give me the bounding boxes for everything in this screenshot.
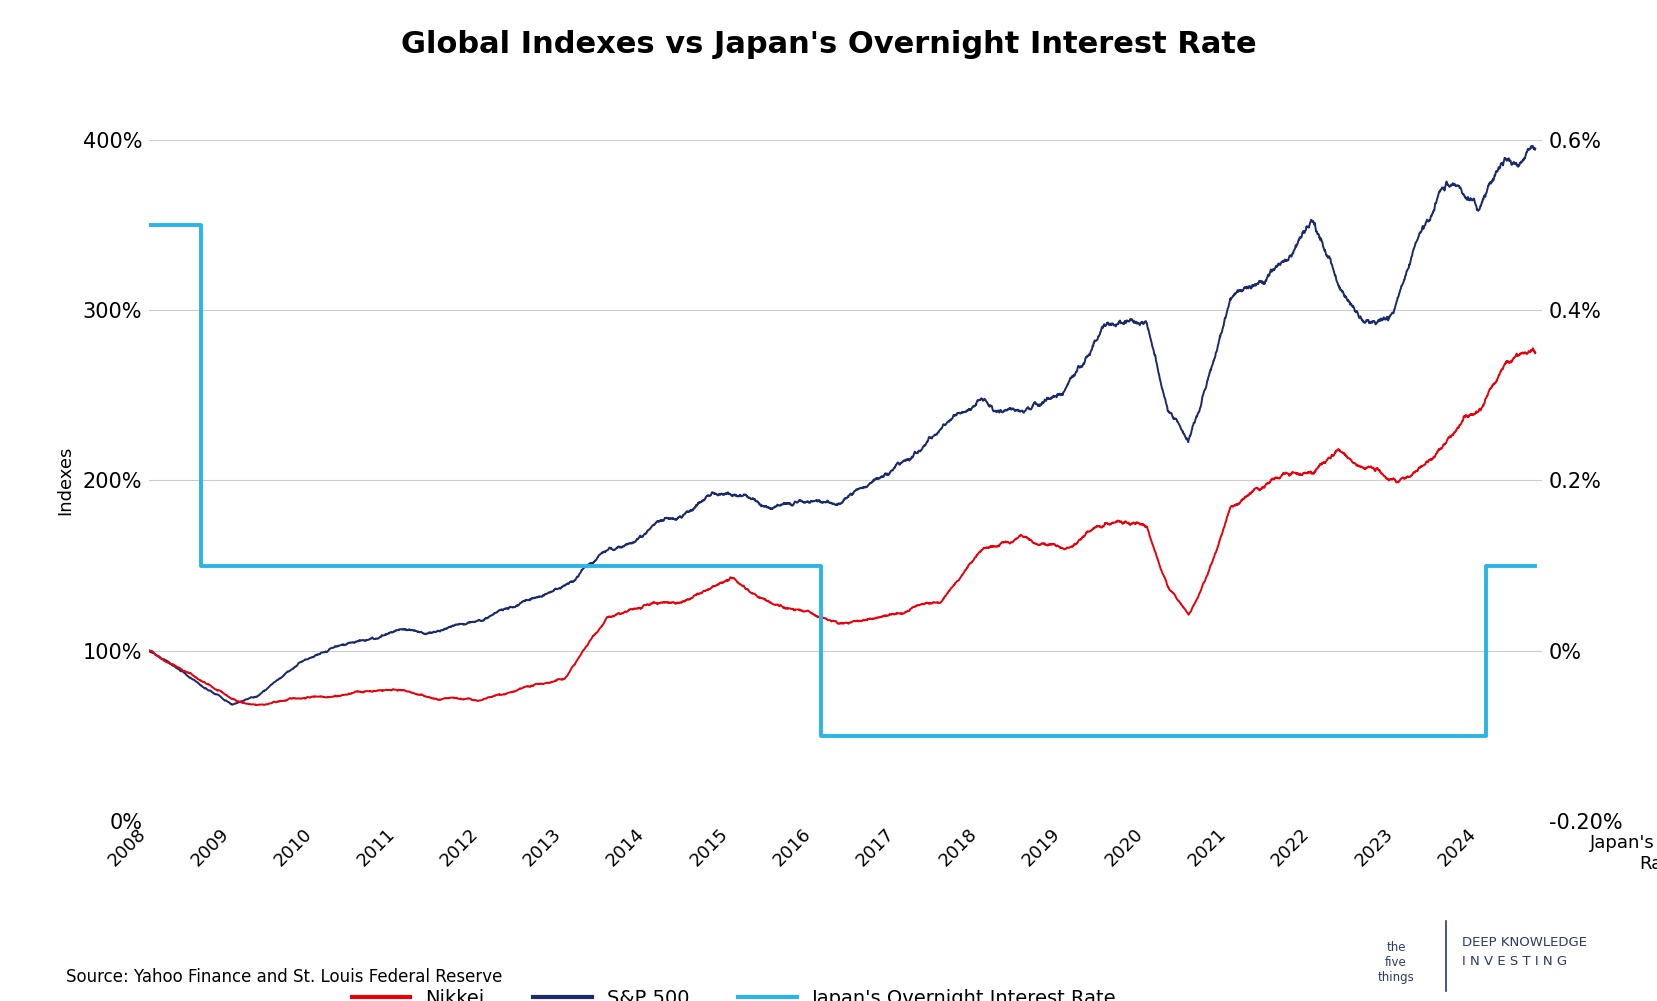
Legend: Nikkei, S&P 500, Japan's Overnight Interest Rate: Nikkei, S&P 500, Japan's Overnight Inter… <box>343 981 1123 1001</box>
Text: Japan's Interest
Rate: Japan's Interest Rate <box>1589 835 1657 873</box>
Text: Source: Yahoo Finance and St. Louis Federal Reserve: Source: Yahoo Finance and St. Louis Fede… <box>66 968 502 986</box>
Y-axis label: Indexes: Indexes <box>56 445 75 516</box>
Text: the
five
things: the five things <box>1377 941 1413 984</box>
Text: DEEP KNOWLEDGE
I N V E S T I N G: DEEP KNOWLEDGE I N V E S T I N G <box>1461 936 1586 968</box>
Text: Global Indexes vs Japan's Overnight Interest Rate: Global Indexes vs Japan's Overnight Inte… <box>401 30 1256 59</box>
